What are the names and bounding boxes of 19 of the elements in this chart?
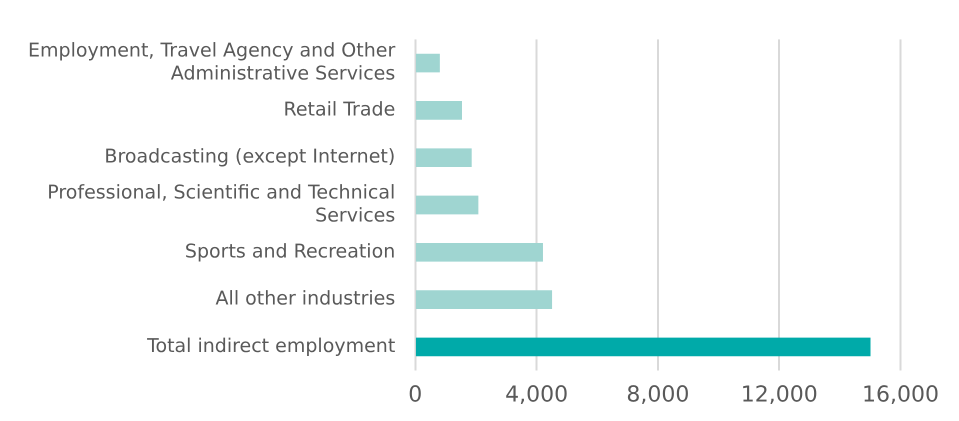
bar — [416, 148, 472, 168]
y-tick-label: All other industries — [216, 288, 396, 310]
x-tick-label: 0 — [408, 382, 422, 408]
y-tick-label: Employment, Travel Agency and Other Administrative Services — [28, 40, 396, 84]
x-tick-label: 8,000 — [626, 382, 690, 408]
bar — [416, 338, 871, 356]
bar — [416, 101, 462, 120]
x-tick-label: 12,000 — [740, 382, 818, 408]
bar — [416, 290, 552, 309]
y-tick-label: Professional, Scientific and Technical Services — [47, 182, 396, 226]
y-tick-label: Sports and Recreation — [184, 240, 396, 262]
bar — [416, 196, 478, 214]
y-tick-label: Broadcasting (except Internet) — [104, 146, 396, 168]
x-tick-label: 4,000 — [505, 382, 568, 408]
y-tick-label: Retail Trade — [284, 98, 396, 120]
bar — [416, 54, 440, 72]
x-tick-label: 16,000 — [862, 382, 940, 408]
y-tick-label: Total indirect employment — [146, 334, 396, 357]
bar — [416, 242, 543, 262]
